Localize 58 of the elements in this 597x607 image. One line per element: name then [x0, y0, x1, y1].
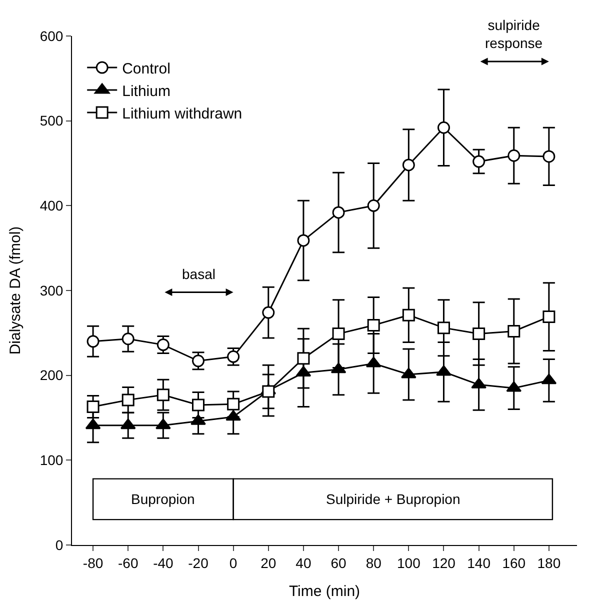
x-tick-label: -80: [82, 554, 104, 571]
point: [472, 328, 486, 340]
point: [227, 398, 240, 410]
x-tick-label: -40: [153, 554, 174, 571]
x-tick-label: 160: [502, 554, 526, 571]
point: [436, 365, 452, 376]
x-tick-label: 140: [467, 554, 491, 571]
annotation: Bupropion: [131, 491, 195, 507]
point: [542, 150, 556, 163]
point: [156, 418, 171, 430]
point: [192, 398, 204, 412]
y-tick-label: 300: [40, 282, 64, 298]
point: [542, 310, 556, 324]
x-tick-label: 180: [537, 554, 561, 571]
point: [367, 319, 380, 332]
point: [471, 378, 486, 388]
x-tick-label: 120: [432, 554, 456, 571]
y-tick-label: 200: [40, 367, 64, 384]
x-axis-title: Time (min): [288, 582, 360, 600]
point: [402, 158, 415, 172]
x-tick-label: 40: [296, 554, 312, 571]
point: [367, 199, 380, 212]
legend-label: Lithium: [122, 82, 170, 100]
legend-label: Control: [122, 60, 170, 78]
point: [472, 155, 486, 168]
y-tick-label: 500: [40, 112, 64, 129]
point: [332, 206, 345, 219]
point: [262, 306, 275, 319]
point: [297, 352, 310, 365]
annotation: basal: [182, 266, 216, 282]
y-axis-title: Dialysate DA (fmol): [7, 226, 24, 355]
y-tick-label: 0: [55, 536, 64, 553]
x-tick-label: 20: [260, 554, 276, 571]
y-tick-label: 600: [40, 28, 64, 44]
point: [86, 335, 100, 348]
point: [332, 328, 345, 340]
point: [86, 400, 100, 413]
point: [297, 234, 310, 247]
legend-label: Lithium withdrawn: [122, 105, 242, 122]
x-tick-label: 100: [396, 554, 421, 571]
y-tick-label: 400: [40, 198, 64, 214]
point: [508, 324, 520, 338]
x-tick-label: 0: [229, 554, 238, 571]
point: [508, 149, 520, 162]
annotation: sulpiride response: [485, 17, 543, 52]
y-tick-label: 100: [40, 452, 64, 468]
point: [122, 394, 134, 406]
point: [437, 322, 450, 334]
x-tick-label: 60: [330, 554, 347, 571]
point: [156, 388, 170, 402]
x-tick-label: 80: [366, 554, 382, 571]
point: [122, 332, 134, 346]
point: [437, 121, 450, 134]
x-tick-label: -20: [188, 554, 209, 571]
x-tick-label: -60: [118, 554, 138, 571]
annotation: Sulpiride + Bupropion: [326, 491, 460, 507]
point: [262, 385, 275, 398]
point: [402, 308, 415, 322]
